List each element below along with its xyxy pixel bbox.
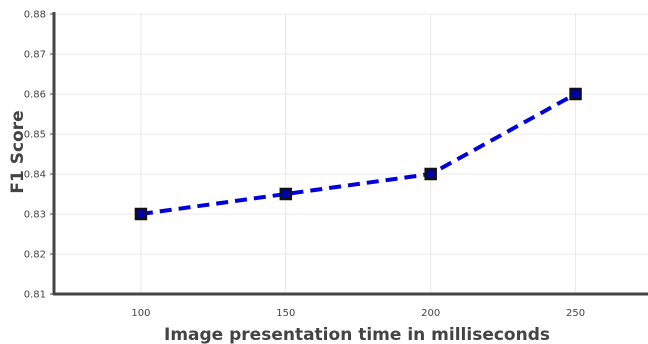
x-tick-label: 100 [131,308,150,319]
tick-labels: 0.81 0.82 0.83 0.84 0.85 0.86 0.87 0.88 100 150 20… [24,10,585,320]
x-axis-title: Image presentation time in milliseconds [164,325,550,344]
y-tick-label: 0.87 [24,50,46,61]
series-line [140,92,577,216]
grid-lines [54,13,648,294]
x-tick-label: 150 [276,308,295,319]
y-tick-label: 0.82 [24,250,46,261]
axes [50,12,648,296]
data-point-marker [424,167,437,181]
y-tick-label: 0.85 [24,130,46,141]
y-tick-label: 0.86 [24,90,46,101]
data-point-marker [569,87,582,101]
y-axis-title: F1 Score [8,110,28,193]
x-tick-label: 200 [421,308,440,319]
y-tick-label: 0.83 [24,210,46,221]
x-tick-label: 250 [566,308,585,319]
data-point-marker [134,207,148,221]
y-tick-label: 0.81 [24,290,46,301]
y-tick-label: 0.84 [24,170,46,181]
y-tick-label: 0.88 [24,10,46,21]
data-series [134,87,582,221]
data-point-marker [279,187,293,201]
